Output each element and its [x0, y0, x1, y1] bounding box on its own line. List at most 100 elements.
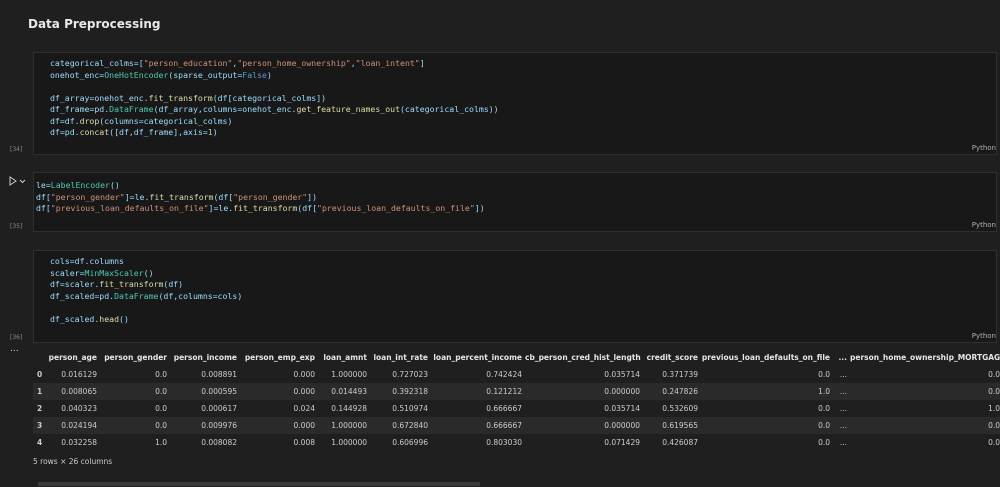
table-cell: ...: [839, 421, 847, 430]
code-line: le=LabelEncoder(): [36, 180, 120, 190]
table-cell: 0.000000: [604, 421, 640, 430]
column-header: loan_int_rate: [373, 353, 428, 362]
code-line: cols=df.columns: [50, 256, 124, 266]
column-header: person_emp_exp: [244, 353, 315, 362]
table-cell: 0.0: [155, 387, 167, 396]
table-cell: 0.071429: [604, 438, 640, 447]
table-cell: 0.008082: [201, 438, 237, 447]
table-cell: ...: [839, 438, 847, 447]
column-header: person_income: [173, 353, 237, 362]
table-cell: 0.532609: [662, 404, 698, 413]
code-line: df=scaler.fit_transform(df): [50, 279, 184, 289]
table-cell: ...: [839, 370, 847, 379]
table-cell: 1.000000: [331, 370, 367, 379]
table-cell: 0.014493: [331, 387, 367, 396]
table-cell: 0.0: [155, 370, 167, 379]
table-cell: 0.392318: [392, 387, 428, 396]
table-cell: 0.121212: [486, 387, 522, 396]
table-cell: 0.144928: [331, 404, 367, 413]
code-cell[interactable]: [33, 52, 997, 155]
table-cell: 0.008065: [61, 387, 97, 396]
scrollbar[interactable]: [38, 482, 480, 486]
table-cell: 0.426087: [662, 438, 698, 447]
table-cell: 0.035714: [604, 404, 640, 413]
table-cell: 0.000595: [201, 387, 237, 396]
row-index: 2: [37, 404, 43, 413]
table-cell: 0.040323: [61, 404, 97, 413]
column-header: person_age: [48, 353, 97, 362]
column-header: cb_person_cred_hist_length: [525, 353, 641, 362]
row-stripe: [33, 383, 1000, 400]
table-cell: 1.0: [155, 438, 167, 447]
table-cell: 0.024194: [61, 421, 97, 430]
row-index: 1: [37, 387, 43, 396]
table-cell: 1.000000: [331, 421, 367, 430]
table-cell: 0.032258: [61, 438, 97, 447]
code-line: df["previous_loan_defaults_on_file"]=le.…: [36, 203, 485, 213]
code-line: df["person_gender"]=le.fit_transform(df[…: [36, 191, 318, 202]
table-cell: 0.371739: [662, 370, 698, 379]
language-label[interactable]: Python: [971, 144, 996, 152]
table-cell: 0.000000: [604, 387, 640, 396]
table-cell: 0.666667: [486, 421, 522, 430]
table-cell: 0.000: [293, 421, 315, 430]
table-cell: 0.727023: [392, 370, 428, 379]
code-line: onehot_enc=OneHotEncoder(sparse_output=F…: [50, 69, 272, 80]
column-header: loan_percent_income: [433, 353, 522, 362]
table-cell: 0.008891: [201, 370, 237, 379]
code-cell[interactable]: [33, 250, 997, 343]
column-header: loan_amnt: [323, 353, 367, 362]
execution-count: [36]: [10, 334, 23, 341]
table-cell: 0.024: [293, 404, 315, 413]
column-header: credit_score: [646, 353, 698, 362]
output-collapse[interactable]: ...: [10, 344, 19, 354]
code-line: scaler=MinMaxScaler(): [50, 267, 154, 278]
table-cell: ...: [839, 387, 847, 396]
table-cell: 0.0: [155, 421, 167, 430]
row-index: 0: [37, 370, 43, 379]
language-label[interactable]: Python: [971, 332, 996, 340]
code-line: df_frame=pd.DataFrame(df_array,columns=o…: [50, 104, 499, 114]
table-cell: 0.0: [818, 404, 830, 413]
table-cell: 0.666667: [486, 404, 522, 413]
table-cell: ...: [839, 404, 847, 413]
table-cell: 0.606996: [392, 438, 428, 447]
table-cell: 0.742424: [486, 370, 522, 379]
table-cell: 0.0: [155, 404, 167, 413]
table-cell: 0.672840: [392, 421, 428, 430]
table-cell: 1.0: [988, 404, 1000, 413]
table-cell: 0.0: [818, 370, 830, 379]
code-line: df=df.drop(columns=categorical_colms): [50, 115, 233, 126]
code-cell[interactable]: [33, 172, 997, 232]
code-line: df_array=onehot_enc.fit_transform(df[cat…: [50, 92, 327, 103]
table-cell: 0.000: [293, 370, 315, 379]
table-footer: 5 rows × 26 columns: [33, 457, 113, 466]
table-cell: 0.0: [988, 370, 1000, 379]
code-line: df_scaled.head(): [50, 313, 129, 324]
row-stripe: [33, 417, 1000, 434]
table-cell: 0.0: [818, 438, 830, 447]
code-line: df_scaled=pd.DataFrame(df,columns=cols): [50, 290, 243, 301]
table-cell: 0.0: [988, 438, 1000, 447]
run-button[interactable]: [9, 176, 29, 186]
table-cell: 0.009976: [201, 421, 237, 430]
table-cell: 0.016129: [61, 370, 97, 379]
row-index: 4: [37, 438, 43, 447]
row-index: 3: [37, 421, 43, 430]
execution-count: [34]: [10, 146, 23, 153]
language-label[interactable]: Python: [971, 221, 996, 229]
table-cell: 0.619565: [662, 421, 698, 430]
table-cell: 1.000000: [331, 438, 367, 447]
execution-count: [35]: [10, 223, 23, 230]
table-cell: 0.008: [293, 438, 315, 447]
table-cell: 0.035714: [604, 370, 640, 379]
table-cell: 0.803030: [486, 438, 522, 447]
column-header: person_gender: [104, 353, 167, 362]
column-header: previous_loan_defaults_on_file: [701, 353, 830, 362]
column-header: person_home_ownership_MORTGAGE: [850, 353, 1000, 362]
table-cell: 1.0: [818, 387, 830, 396]
table-cell: 0.0: [818, 421, 830, 430]
code-line: df=pd.concat([df,df_frame],axis=1): [50, 127, 218, 137]
table-cell: 0.0: [988, 387, 1000, 396]
